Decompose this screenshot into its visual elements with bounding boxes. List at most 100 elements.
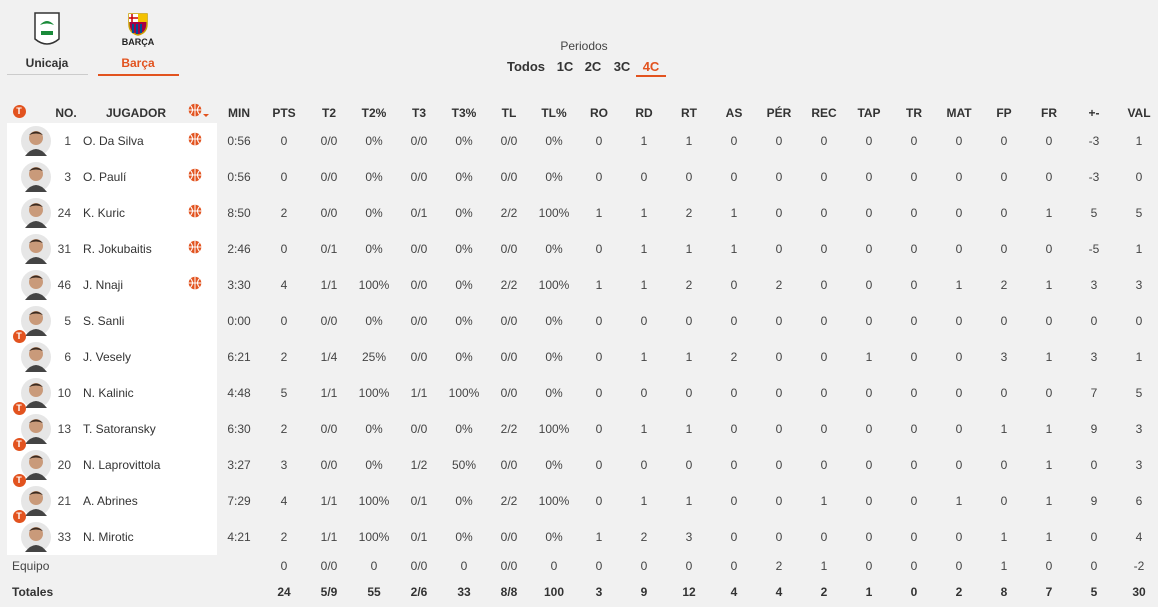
header-cell[interactable]: REC [811,106,837,120]
stat-cell: 0/0 [410,314,428,328]
stat-cell: 7 [1090,386,1098,400]
team-tab[interactable]: Barça [121,56,155,70]
period-button[interactable]: Todos [506,59,546,74]
header-cell[interactable]: FP [996,106,1012,120]
starter-icon [188,276,202,290]
stat-cell: 0/0 [320,458,338,472]
summary-cell: 1 [865,585,873,599]
player-name[interactable]: N. Laprovittola [83,458,161,472]
period-button[interactable]: 3C [613,59,631,74]
player-photo [21,486,51,516]
header-cell[interactable]: PÉR [766,106,792,120]
stat-cell: 2/2 [500,494,518,508]
summary-cell: 4 [775,585,783,599]
stat-cell: 0 [1045,242,1053,256]
stat-cell: 2/2 [500,278,518,292]
stat-cell: 1 [640,242,648,256]
stat-cell: 1 [955,494,963,508]
player-name[interactable]: J. Vesely [83,350,132,364]
header-cell[interactable]: PTS [272,106,296,120]
stat-cell: 0/0 [320,206,338,220]
stat-cell: 0% [455,170,473,184]
header-cell[interactable]: FR [1041,106,1057,120]
stat-cell: 0 [1090,314,1098,328]
period-button[interactable]: 2C [584,59,602,74]
stat-cell: 3 [1135,278,1143,292]
stat-cell: 0 [280,170,288,184]
header-cell[interactable]: TL% [541,106,567,120]
header-cell[interactable]: TAP [857,106,881,120]
stat-cell: 2 [280,206,288,220]
header-cell[interactable]: VAL [1127,106,1151,120]
header-cell[interactable]: TL [501,106,517,120]
stat-cell: 0 [820,206,828,220]
header-cell[interactable]: T2 [321,106,337,120]
starter-icon [188,204,202,218]
header-cell[interactable]: RO [590,106,608,120]
header-cell[interactable]: RD [635,106,653,120]
header-cell[interactable]: MAT [946,106,972,120]
stat-cell: 0% [365,170,383,184]
stat-cell: 0 [1000,386,1008,400]
stat-cell: 1 [1000,422,1008,436]
stat-cell: 0 [730,422,738,436]
stat-cell: 3 [685,530,693,544]
stat-cell: 0 [730,386,738,400]
stat-cell: 1 [640,350,648,364]
period-button[interactable]: 4C [642,59,660,74]
stat-cell: 0/0 [320,170,338,184]
player-name[interactable]: N. Kalinic [83,386,134,400]
header-cell[interactable]: T2% [361,106,387,120]
stat-cell: 0% [545,530,563,544]
stat-cell: 0 [955,530,963,544]
header-cell[interactable]: TR [906,106,922,120]
header-cell[interactable]: AS [725,106,743,120]
player-name[interactable]: N. Mirotic [83,530,134,544]
player-name[interactable]: J. Nnaji [83,278,124,292]
stat-cell: 3:30 [227,278,251,292]
player-name[interactable]: A. Abrines [83,494,138,508]
stat-cell: 0% [455,278,473,292]
stat-cell: 1 [730,242,738,256]
player-name[interactable]: S. Sanli [83,314,125,328]
stat-cell: 0 [595,494,603,508]
team-logo [128,13,148,36]
stat-cell: 5 [1135,386,1143,400]
team-tab[interactable]: Unicaja [25,56,69,70]
player-name[interactable]: O. Paulí [83,170,127,184]
player-number: 13 [57,422,71,436]
summary-cell: 0 [640,559,648,573]
header-cell[interactable]: T3 [411,106,427,120]
stat-cell: -5 [1088,242,1100,256]
stat-cell: 0 [280,314,288,328]
stat-cell: 0/0 [500,170,518,184]
stat-cell: 0 [955,170,963,184]
stat-cell: 1 [1045,350,1053,364]
player-name[interactable]: R. Jokubaitis [83,242,152,256]
player-name[interactable]: T. Satoransky [83,422,156,436]
header-number: NO. [55,106,77,120]
stat-cell: 0% [455,530,473,544]
stat-cell: 0 [1000,206,1008,220]
stat-cell: 1 [730,206,738,220]
header-cell[interactable]: RT [681,106,697,120]
stat-cell: 0 [865,134,873,148]
stat-cell: 0 [820,422,828,436]
stat-cell: 6:21 [227,350,251,364]
player-name[interactable]: K. Kuric [83,206,126,220]
stat-cell: 0 [775,386,783,400]
stat-cell: 0 [865,386,873,400]
header-cell[interactable]: T3% [451,106,477,120]
player-number: 5 [64,314,71,328]
stat-cell: 1/1 [320,386,338,400]
tab-underline [98,74,179,76]
header-cell[interactable]: MIN [228,106,250,120]
stat-cell: 0 [685,458,693,472]
stat-cell: 1 [1045,278,1053,292]
player-name[interactable]: O. Da Silva [83,134,144,148]
period-button[interactable]: 1C [556,59,574,74]
stat-cell: 0/1 [410,206,428,220]
header-cell[interactable]: +- [1088,106,1100,120]
stat-cell: 0 [910,458,918,472]
